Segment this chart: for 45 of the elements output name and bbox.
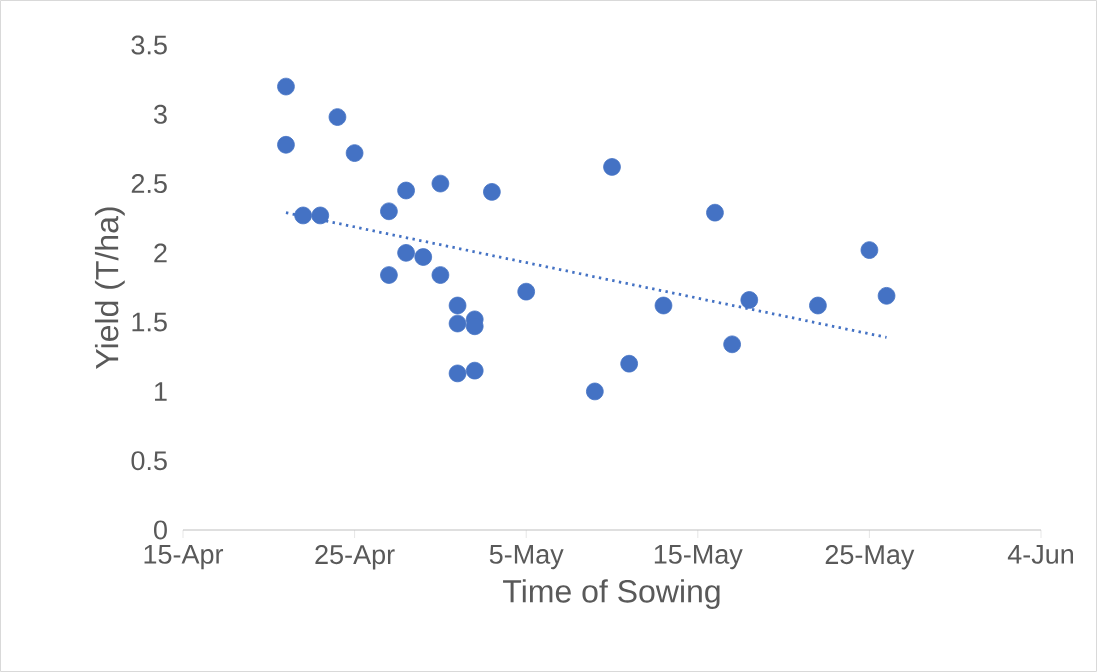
y-tick-label: 0 — [154, 520, 167, 540]
point — [414, 248, 433, 266]
point — [448, 364, 467, 383]
x-tick-label: 25-Apr — [315, 545, 395, 570]
y-tick-label: 2.5 — [131, 174, 167, 194]
y-tick-label: 1 — [155, 382, 167, 401]
point — [586, 382, 604, 401]
point — [380, 202, 398, 221]
point — [483, 183, 501, 201]
point — [397, 181, 415, 200]
y-tick-label: 3.5 — [131, 35, 167, 55]
point — [620, 354, 638, 373]
point — [706, 203, 724, 222]
point — [431, 266, 450, 284]
point — [345, 144, 364, 162]
point — [311, 206, 330, 225]
point — [448, 314, 467, 333]
point — [397, 244, 415, 262]
point — [723, 335, 741, 354]
point — [380, 266, 398, 284]
y-axis-title: Yield (T/ha) — [94, 207, 125, 369]
x-tick-label: 15-Apr — [144, 545, 224, 570]
x-axis-title: Time of Sowing — [503, 579, 720, 610]
y-tick-label: 2 — [154, 243, 167, 263]
point — [517, 282, 535, 301]
x-tick-label: 5-May — [489, 545, 564, 570]
y-tick-label: 0.5 — [131, 451, 167, 471]
y-tick-label: 3 — [153, 104, 167, 124]
point — [603, 158, 621, 176]
x-tick-label: 15-May — [654, 545, 743, 570]
point — [809, 296, 827, 315]
point — [277, 135, 295, 154]
point — [860, 241, 879, 259]
point — [877, 287, 896, 305]
point — [328, 108, 347, 126]
y-tick-label: 1.5 — [132, 312, 167, 332]
point — [740, 291, 759, 309]
x-tick-label: 25-May — [825, 545, 915, 570]
x-tick-label: 4-Jun — [1007, 545, 1073, 564]
point — [431, 174, 450, 193]
point — [277, 77, 295, 96]
point — [294, 206, 312, 225]
point — [448, 296, 467, 315]
point — [654, 296, 673, 315]
point — [465, 361, 484, 380]
